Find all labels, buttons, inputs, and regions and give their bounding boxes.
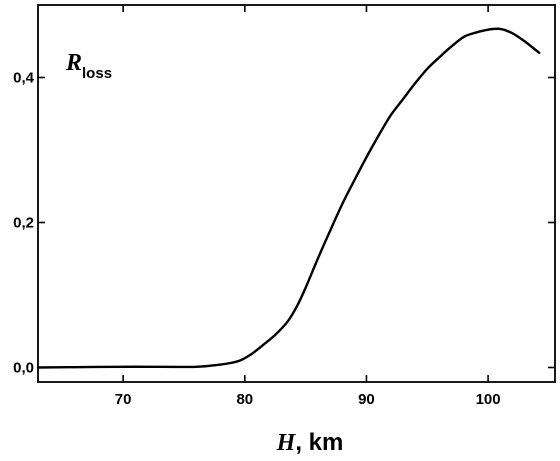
y-tick-label: 0,4 (13, 70, 35, 87)
x-tick-label: 70 (115, 391, 132, 408)
series-line (36, 27, 541, 369)
x-tick-label: 80 (236, 391, 253, 408)
x-tick-label: 100 (476, 391, 501, 408)
y-axis-ticks: 0,0 0,2 0,4 (13, 70, 555, 377)
x-axis-ticks: 70 80 90 100 (115, 5, 501, 408)
y-tick-label: 0,0 (13, 360, 34, 377)
annotation-subscript: loss (82, 65, 112, 82)
series-annotation: Rloss (65, 50, 112, 82)
plot-frame (37, 4, 556, 383)
x-axis-label: H, km (276, 429, 344, 456)
y-tick-label: 0,2 (13, 215, 34, 232)
annotation-main: R (65, 50, 82, 76)
x-axis-label-unit: , km (295, 429, 343, 456)
x-tick-label: 90 (358, 391, 375, 408)
x-axis-label-variable: H (276, 430, 297, 456)
